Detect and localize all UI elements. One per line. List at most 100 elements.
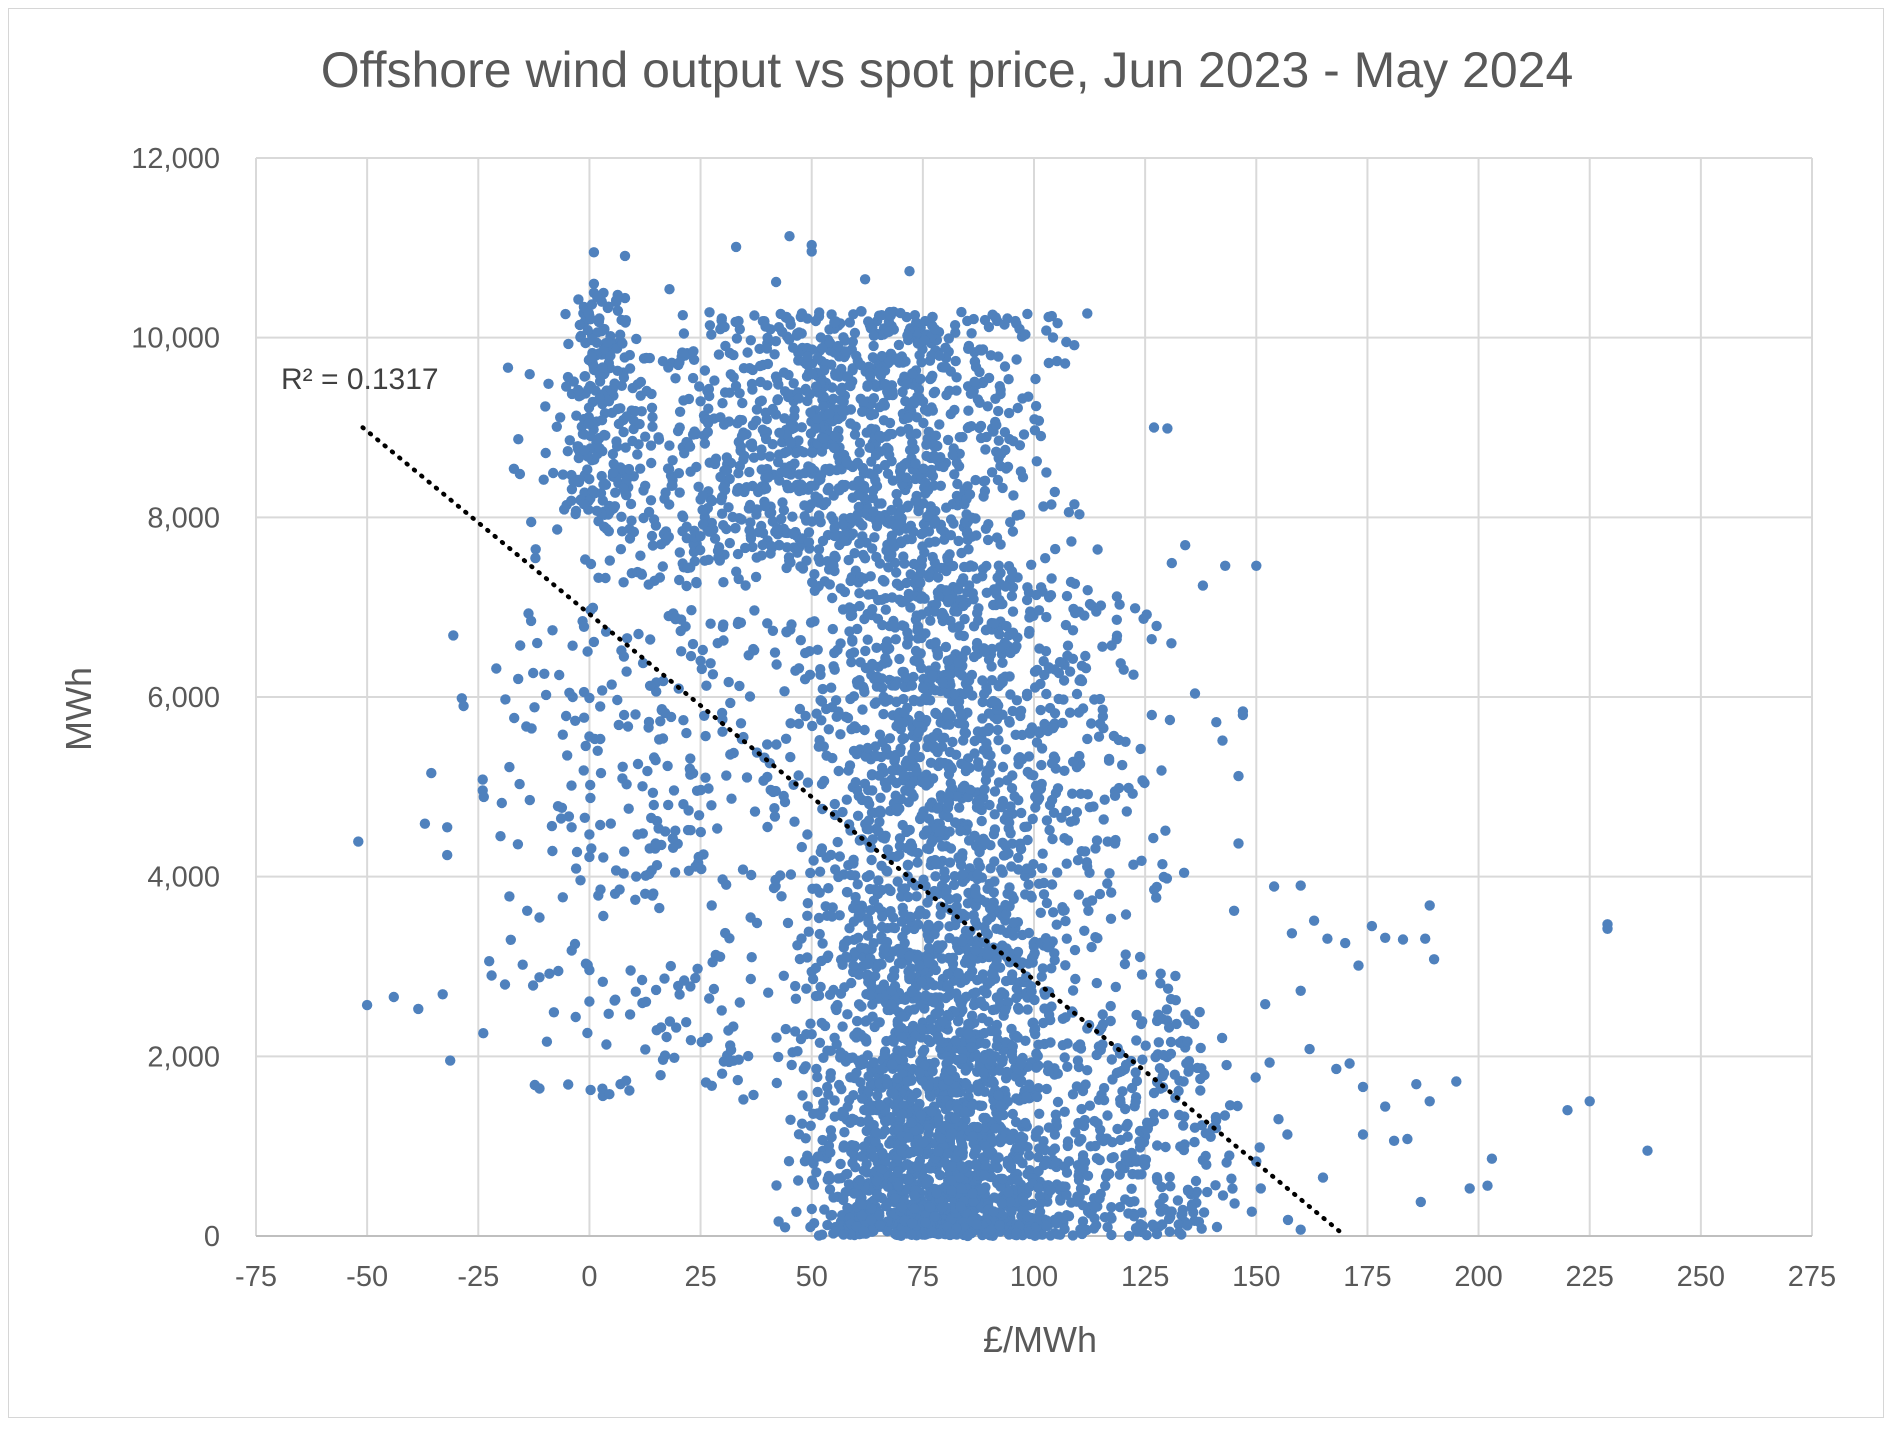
data-point — [1067, 1230, 1079, 1241]
data-point — [769, 803, 780, 814]
data-point — [633, 628, 644, 640]
data-point — [744, 466, 755, 478]
data-point — [505, 934, 516, 945]
data-point — [896, 1201, 908, 1213]
data-point — [1027, 813, 1038, 825]
data-point — [585, 792, 596, 804]
data-point — [916, 976, 927, 987]
data-point — [783, 1156, 795, 1167]
data-point — [886, 1059, 898, 1070]
data-point — [781, 467, 792, 479]
data-point — [1005, 828, 1016, 839]
data-point — [786, 619, 797, 630]
data-point — [914, 711, 926, 722]
data-point — [923, 1080, 934, 1091]
data-point — [1067, 985, 1079, 996]
data-point — [811, 1063, 822, 1075]
data-point — [980, 1112, 991, 1124]
data-point — [947, 1161, 958, 1172]
data-point — [930, 637, 941, 648]
data-point — [1057, 1040, 1069, 1051]
data-point — [901, 379, 912, 390]
data-point — [1380, 932, 1391, 943]
data-point — [1001, 1066, 1013, 1078]
data-point — [512, 839, 524, 850]
data-point — [888, 1088, 899, 1100]
data-point — [1037, 963, 1049, 974]
data-point — [854, 476, 865, 487]
data-point — [923, 813, 935, 824]
data-point — [572, 384, 584, 396]
data-point — [977, 571, 988, 582]
data-point — [597, 362, 608, 373]
data-point — [840, 1186, 851, 1198]
data-point — [661, 1031, 672, 1043]
data-point — [426, 767, 437, 779]
data-point — [583, 418, 594, 429]
data-point — [624, 1085, 635, 1096]
data-point — [941, 389, 952, 401]
data-point — [880, 1201, 892, 1212]
data-point — [829, 798, 840, 810]
data-point — [785, 1114, 796, 1126]
data-point — [815, 981, 826, 993]
data-point — [760, 321, 771, 332]
data-point — [882, 1079, 893, 1090]
data-point — [863, 1115, 874, 1126]
data-point — [566, 945, 577, 956]
data-point — [803, 527, 815, 538]
data-point — [940, 362, 952, 373]
data-point — [678, 395, 689, 406]
data-point — [865, 1214, 877, 1226]
data-point — [902, 859, 914, 870]
data-point — [597, 976, 608, 987]
data-point — [620, 442, 631, 453]
data-point — [1011, 1142, 1022, 1153]
data-point — [757, 424, 768, 435]
data-point — [974, 366, 985, 378]
data-point — [845, 404, 857, 415]
data-point — [970, 916, 981, 927]
data-point — [810, 423, 821, 434]
data-point — [570, 863, 582, 874]
data-point — [713, 349, 725, 360]
data-point — [584, 851, 595, 863]
data-point — [893, 339, 905, 351]
data-point — [1282, 1214, 1294, 1226]
data-point — [815, 517, 826, 528]
data-point — [954, 802, 965, 813]
data-point — [1451, 1076, 1462, 1087]
data-point — [736, 430, 748, 442]
data-point — [1233, 770, 1244, 782]
data-point — [741, 482, 752, 493]
data-point — [871, 521, 883, 532]
data-point — [995, 1181, 1006, 1192]
data-point — [818, 775, 830, 787]
data-point — [899, 707, 910, 718]
data-point — [863, 1106, 874, 1117]
data-point — [857, 1054, 869, 1065]
data-point — [1060, 960, 1071, 971]
data-point — [682, 562, 693, 574]
data-point — [934, 1169, 946, 1181]
data-point — [807, 369, 818, 380]
data-point — [578, 499, 590, 510]
data-point — [781, 626, 792, 637]
data-point — [1097, 1009, 1108, 1020]
data-point — [916, 591, 928, 602]
data-point — [579, 445, 590, 456]
data-point — [687, 638, 699, 650]
data-point — [934, 350, 945, 361]
data-point — [913, 1146, 924, 1157]
data-point — [706, 329, 717, 340]
data-point — [716, 1068, 728, 1079]
data-point — [1246, 1206, 1258, 1217]
data-point — [583, 402, 595, 413]
data-point — [665, 960, 676, 972]
data-point — [1069, 578, 1081, 589]
data-point — [803, 537, 815, 548]
data-point — [730, 522, 741, 534]
data-point — [973, 603, 984, 614]
data-point — [851, 722, 862, 734]
data-point — [835, 1052, 846, 1063]
